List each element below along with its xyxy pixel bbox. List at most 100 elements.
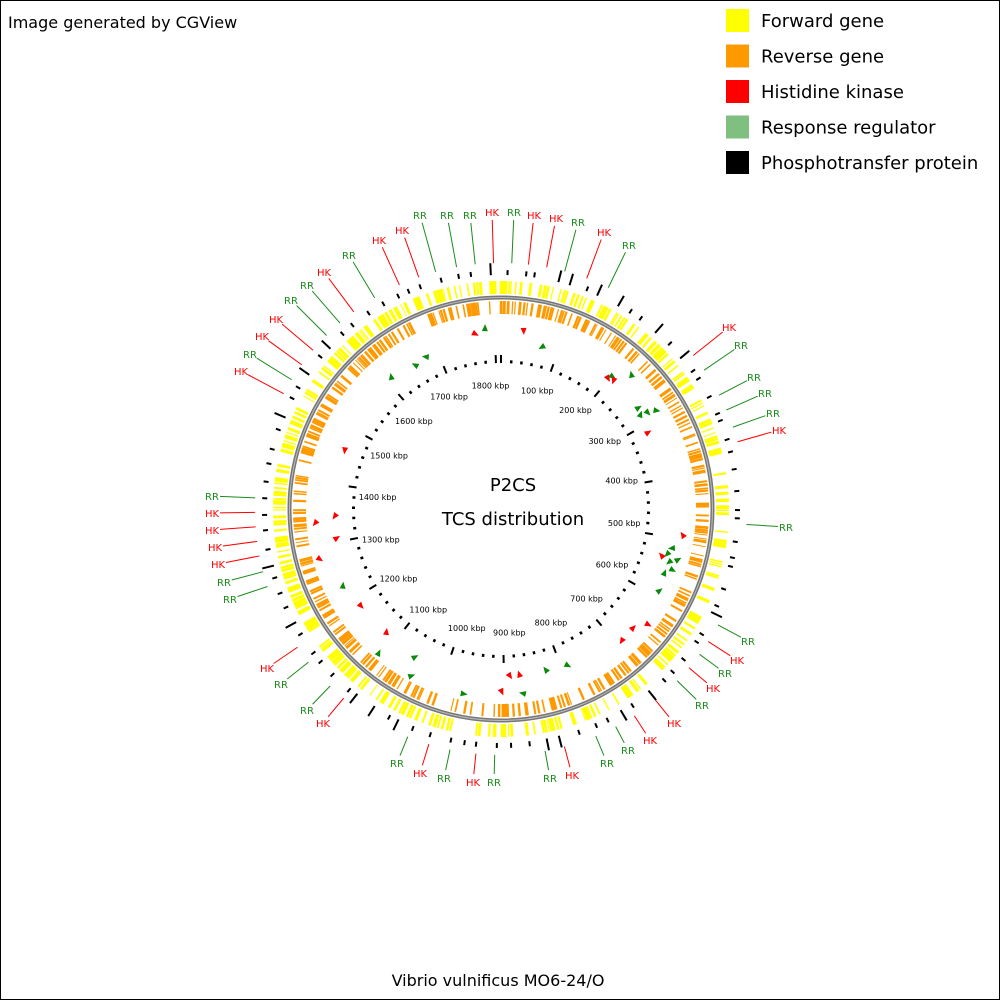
ruler-tick <box>349 536 359 541</box>
ruler-tick <box>602 611 607 616</box>
tcs-tick <box>366 310 371 316</box>
feature-label: RR <box>766 409 780 420</box>
reverse-gene <box>303 568 317 575</box>
forward-gene <box>569 712 576 726</box>
ruler-label: 1200 kbp <box>380 575 418 584</box>
tcs-tick <box>524 271 528 277</box>
forward-gene <box>432 713 439 728</box>
reverse-gene <box>345 638 357 649</box>
forward-gene <box>696 413 709 420</box>
ruler-tick <box>397 393 405 401</box>
ruler-tick <box>552 645 557 654</box>
reverse-gene <box>529 303 534 317</box>
forward-gene <box>416 296 423 310</box>
reverse-gene <box>450 698 455 712</box>
ruler-tick <box>463 364 468 368</box>
ruler-tick <box>626 430 635 437</box>
ruler-tick <box>384 600 389 605</box>
forward-gene <box>281 444 295 451</box>
feature-label: HK <box>372 236 387 247</box>
tcs-tick <box>594 722 599 729</box>
ruler-label: 600 kbp <box>596 560 629 569</box>
tcs-marker <box>411 363 420 370</box>
tcs-tick <box>469 271 473 278</box>
ruler-tick <box>529 362 534 367</box>
forward-gene <box>281 565 295 573</box>
forward-gene <box>655 350 667 362</box>
tcs-tick <box>710 611 723 619</box>
reverse-gene <box>328 618 341 627</box>
forward-gene <box>475 282 480 296</box>
reverse-gene <box>454 699 459 713</box>
forward-gene <box>681 385 694 395</box>
reverse-gene <box>298 459 312 464</box>
forward-gene <box>305 389 318 398</box>
feature-label: RR <box>223 595 237 606</box>
reverse-gene <box>683 434 696 441</box>
ruler-tick <box>570 636 574 641</box>
reverse-gene <box>645 369 657 380</box>
forward-gene <box>415 296 423 310</box>
reverse-gene <box>300 562 314 567</box>
feature-leader <box>607 251 626 288</box>
forward-gene <box>692 405 705 413</box>
forward-gene <box>679 626 693 636</box>
reverse-gene <box>554 308 560 322</box>
forward-gene <box>350 336 361 348</box>
feature-leader <box>546 225 556 268</box>
reverse-gene <box>559 694 566 708</box>
forward-gene <box>713 538 727 542</box>
reverse-gene <box>300 451 314 457</box>
feature-leader <box>746 524 779 527</box>
tcs-marker <box>667 544 676 551</box>
forward-gene <box>593 702 601 715</box>
tcs-tick <box>269 447 275 451</box>
tcs-marker <box>619 636 626 645</box>
reverse-gene <box>525 302 529 316</box>
reverse-gene <box>318 603 332 612</box>
tcs-tick <box>690 368 696 374</box>
forward-gene <box>377 315 387 329</box>
tcs-tick <box>577 729 581 735</box>
forward-gene <box>474 722 479 736</box>
forward-gene <box>713 541 727 547</box>
tcs-tick <box>265 547 271 551</box>
ruler-tick <box>414 628 419 633</box>
reverse-gene <box>630 353 640 364</box>
tcs-tick <box>289 396 295 401</box>
forward-gene <box>549 286 555 300</box>
tcs-marker <box>497 687 504 696</box>
tcs-tick <box>297 632 304 637</box>
reverse-gene <box>642 641 654 653</box>
reverse-gene <box>629 655 639 666</box>
reverse-gene <box>302 567 316 573</box>
reverse-gene <box>311 420 325 429</box>
feature-leader <box>527 222 534 265</box>
reverse-gene <box>522 302 525 316</box>
forward-gene <box>432 290 439 304</box>
forward-gene <box>291 594 305 602</box>
feature-leader <box>470 222 476 265</box>
forward-gene <box>302 395 315 403</box>
reverse-gene <box>293 499 307 503</box>
forward-gene <box>569 292 576 306</box>
tcs-tick <box>381 301 386 307</box>
reverse-gene <box>627 655 638 667</box>
feature-label: RR <box>243 350 257 361</box>
tcs-marker <box>356 601 364 609</box>
reverse-gene <box>301 448 315 455</box>
feature-leader <box>737 431 772 443</box>
reverse-gene <box>335 382 347 392</box>
reverse-gene <box>596 677 606 691</box>
reverse-gene <box>667 401 680 410</box>
tcs-tick <box>717 418 724 423</box>
tcs-tick <box>557 270 563 283</box>
ruler-tick <box>579 631 583 635</box>
forward-gene <box>532 721 537 735</box>
forward-gene <box>713 538 727 543</box>
reverse-gene <box>631 652 642 664</box>
feature-label: HK <box>260 664 275 675</box>
reverse-gene <box>307 430 321 437</box>
tcs-marker <box>383 627 390 636</box>
forward-gene <box>553 716 559 730</box>
